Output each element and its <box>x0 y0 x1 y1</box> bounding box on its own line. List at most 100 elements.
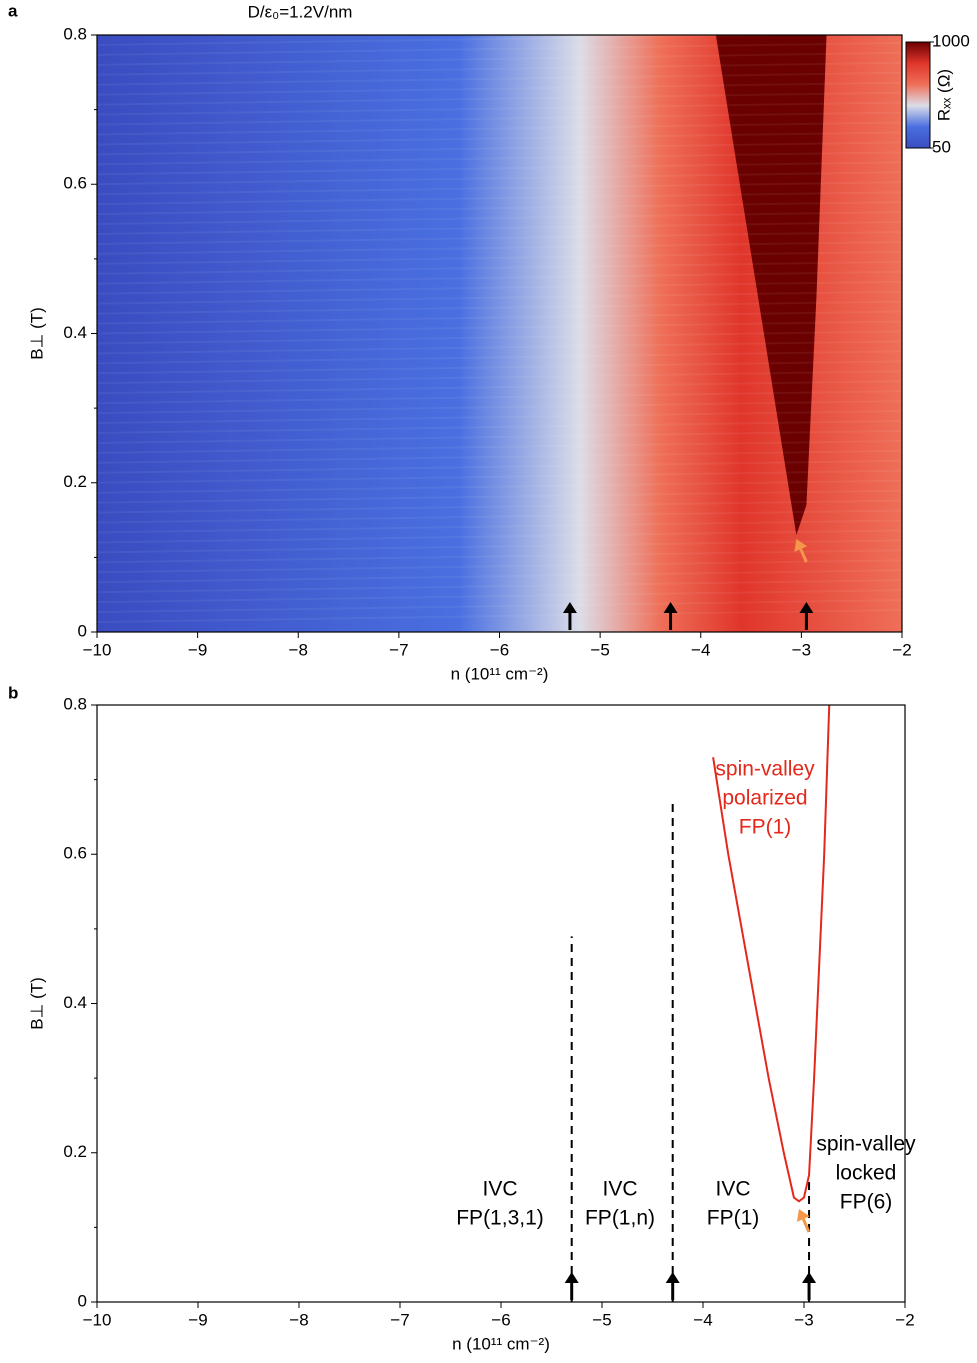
heatmap-texture <box>96 121 903 136</box>
x-tick-label: −5 <box>590 640 609 659</box>
y-tick-label: 0.6 <box>63 844 87 863</box>
arrow-head <box>562 602 577 613</box>
annotation: FP(6) <box>840 1191 893 1214</box>
heatmap-texture <box>96 539 903 554</box>
heatmap-texture <box>96 579 903 594</box>
heatmap-texture <box>96 201 903 216</box>
y-tick-label: 0.4 <box>63 323 87 342</box>
y-tick-label: 0.2 <box>63 472 87 491</box>
heatmap-texture <box>96 489 903 504</box>
heatmap-texture <box>96 420 903 434</box>
heatmap-texture <box>96 280 903 295</box>
heatmap-texture <box>96 469 903 484</box>
heatmap-texture <box>96 370 903 385</box>
heatmap-texture <box>96 559 903 574</box>
heatmap-texture <box>96 380 903 395</box>
x-tick-label: −2 <box>895 1310 914 1329</box>
heatmap-texture <box>96 41 903 56</box>
x-tick-label: −9 <box>188 640 207 659</box>
x-tick-label: −7 <box>390 1310 409 1329</box>
heatmap-texture <box>96 260 903 275</box>
heatmap-texture <box>96 499 903 514</box>
annotation: FP(1) <box>739 816 792 839</box>
arrow <box>564 1272 579 1300</box>
heatmap-texture <box>96 22 903 36</box>
heatmap-texture <box>96 270 903 285</box>
colorbar <box>905 41 931 149</box>
heatmap-texture <box>96 91 903 106</box>
heatmap-texture <box>96 250 903 265</box>
arrow-head <box>802 1272 817 1283</box>
y-tick-label: 0.2 <box>63 1142 87 1161</box>
x-tick-label: −8 <box>289 1310 308 1329</box>
heatmap-texture <box>96 340 903 355</box>
heatmap-texture <box>96 221 903 235</box>
x-tick-label: −6 <box>491 1310 510 1329</box>
heatmap-texture <box>96 211 903 226</box>
heatmap-texture <box>96 449 903 464</box>
heatmap-texture <box>96 519 903 534</box>
x-tick-label: −5 <box>592 1310 611 1329</box>
heatmap-texture <box>96 71 903 86</box>
y-tick-label: 0.8 <box>63 694 87 713</box>
heatmap-texture <box>96 61 903 76</box>
arrow-shaft <box>801 1218 811 1233</box>
arrow-head <box>665 1272 680 1283</box>
heatmap-texture <box>96 290 903 305</box>
annotation: FP(1,3,1) <box>456 1207 544 1230</box>
heatmap-texture <box>96 429 903 444</box>
line <box>712 704 831 1203</box>
heatmap-texture <box>96 151 903 166</box>
arrow-head <box>564 1272 579 1283</box>
heatmap-texture <box>96 320 903 335</box>
arrow <box>799 602 814 630</box>
heatmap-texture <box>96 161 903 176</box>
x-axis-label: n (10¹¹ cm⁻²) <box>451 664 549 683</box>
arrow-head <box>663 602 678 613</box>
x-tick-label: −3 <box>794 1310 813 1329</box>
heatmap-texture <box>96 240 903 255</box>
x-tick-label: −4 <box>693 1310 712 1329</box>
heatmap-texture <box>96 410 903 425</box>
arrow-head <box>794 538 808 552</box>
annotation: polarized <box>722 787 807 810</box>
y-axis-label: B⊥ (T) <box>27 307 46 360</box>
y-tick-label: 0.8 <box>63 24 87 43</box>
annotation: locked <box>836 1162 897 1185</box>
x-tick-label: −7 <box>389 640 408 659</box>
heatmap-texture <box>96 599 903 614</box>
heatmap-texture <box>96 230 903 245</box>
annotation: spin-valley <box>715 758 815 781</box>
chart-title: D/ε₀=1.2V/nm <box>248 2 353 21</box>
arrow <box>663 602 678 630</box>
annotation: IVC <box>715 1178 750 1201</box>
heatmap-region <box>715 35 827 535</box>
x-tick-label: −10 <box>83 1310 112 1329</box>
x-tick-label: −10 <box>83 640 112 659</box>
heatmap-texture <box>96 459 903 474</box>
x-tick-label: −6 <box>490 640 509 659</box>
panel-label: b <box>8 683 18 702</box>
y-tick-label: 0 <box>78 621 87 640</box>
heatmap-texture <box>96 479 903 494</box>
arrow-head <box>799 602 814 613</box>
heatmap-texture <box>96 101 903 116</box>
x-axis-label: n (10¹¹ cm⁻²) <box>452 1334 550 1353</box>
heatmap-texture <box>96 390 903 405</box>
heatmap-texture <box>96 549 903 564</box>
heatmap-texture <box>96 529 903 544</box>
arrow <box>802 1272 817 1300</box>
heatmap-texture <box>96 609 903 624</box>
heatmap-texture <box>96 181 903 196</box>
heatmap-texture <box>96 439 903 454</box>
arrow <box>562 602 577 630</box>
heatmap-texture <box>96 111 903 126</box>
x-tick-label: −2 <box>892 640 911 659</box>
heatmap-texture <box>96 131 903 146</box>
y-tick-label: 0.4 <box>63 993 87 1012</box>
colorbar-label: Rₓₓ (Ω) <box>934 69 953 121</box>
arrow-head <box>796 1208 810 1222</box>
x-tick-label: −8 <box>289 640 308 659</box>
annotation: spin-valley <box>816 1133 916 1156</box>
